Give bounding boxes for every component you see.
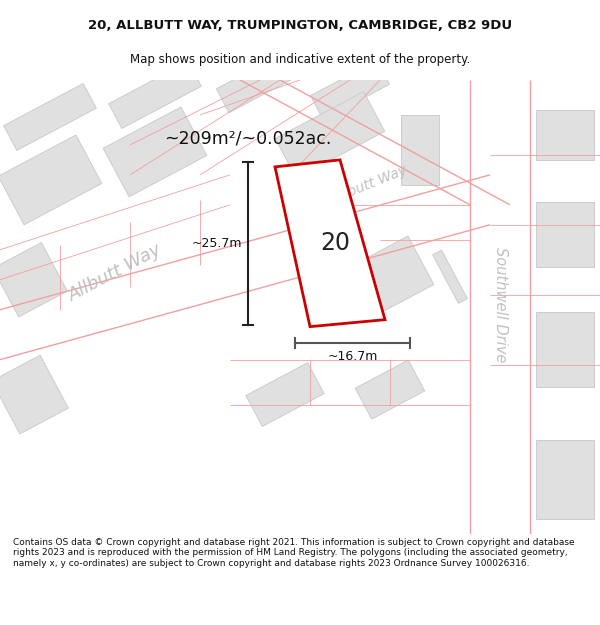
Polygon shape	[275, 92, 385, 178]
Text: ~209m²/~0.052ac.: ~209m²/~0.052ac.	[164, 130, 332, 148]
Text: Contains OS data © Crown copyright and database right 2021. This information is : Contains OS data © Crown copyright and d…	[13, 538, 575, 568]
Polygon shape	[311, 61, 389, 119]
Text: ~25.7m: ~25.7m	[191, 237, 242, 250]
Polygon shape	[103, 107, 207, 197]
Polygon shape	[0, 135, 102, 225]
Polygon shape	[275, 160, 385, 327]
Text: Map shows position and indicative extent of the property.: Map shows position and indicative extent…	[130, 54, 470, 66]
Polygon shape	[0, 355, 68, 434]
Text: ~16.7m: ~16.7m	[328, 349, 377, 362]
Text: 20: 20	[320, 231, 350, 255]
Polygon shape	[109, 61, 202, 128]
Polygon shape	[346, 236, 434, 318]
Polygon shape	[246, 362, 324, 426]
Text: Allbutt Way: Allbutt Way	[65, 241, 165, 305]
Polygon shape	[536, 110, 594, 160]
Polygon shape	[4, 84, 97, 151]
Polygon shape	[401, 115, 439, 185]
Polygon shape	[355, 360, 425, 419]
Text: 20, ALLBUTT WAY, TRUMPINGTON, CAMBRIDGE, CB2 9DU: 20, ALLBUTT WAY, TRUMPINGTON, CAMBRIDGE,…	[88, 19, 512, 32]
Polygon shape	[536, 312, 594, 387]
Polygon shape	[0, 242, 67, 317]
Polygon shape	[433, 250, 467, 303]
Text: Allbutt Way: Allbutt Way	[331, 163, 410, 206]
Polygon shape	[536, 202, 594, 268]
Polygon shape	[536, 439, 594, 519]
Polygon shape	[217, 51, 299, 112]
Text: Southwell Drive: Southwell Drive	[493, 247, 508, 362]
